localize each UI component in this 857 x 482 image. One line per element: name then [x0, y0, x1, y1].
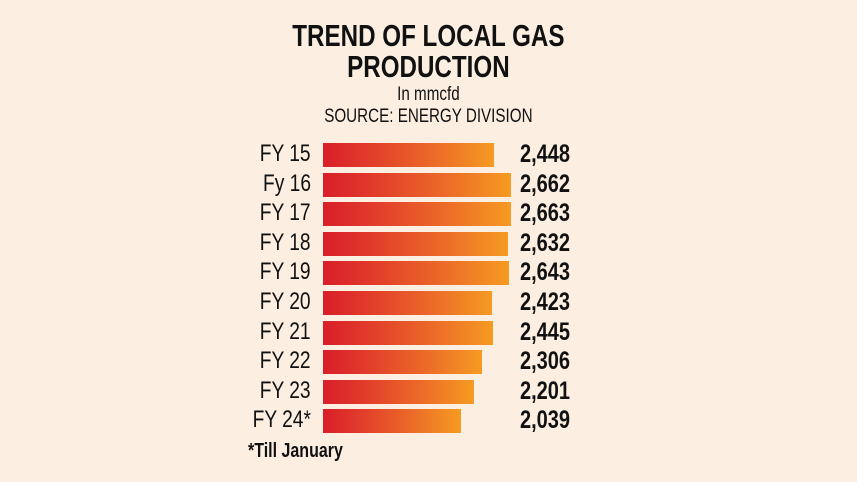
category-label: FY 23: [260, 376, 311, 404]
bar-row: FY 19 2,643: [0, 258, 857, 287]
category-label: Fy 16: [262, 169, 311, 197]
bar-row: FY 21 2,445: [0, 317, 857, 346]
source-label: SOURCE: ENERGY DIVISION: [324, 106, 533, 127]
bar: [323, 409, 462, 434]
bar: [323, 291, 492, 315]
unit-label: In mmcfd: [397, 84, 460, 105]
value-label: 2,201: [520, 376, 571, 405]
bar: [323, 202, 511, 227]
category-label: FY 15: [260, 140, 311, 167]
category-label: FY 22: [260, 347, 311, 375]
category-label: FY 17: [260, 199, 311, 227]
value-label: 2,643: [520, 258, 571, 287]
value-label: 2,632: [520, 228, 571, 257]
value-label: 2,423: [520, 288, 571, 316]
value-label: 2,039: [520, 406, 571, 435]
bar: [323, 261, 510, 286]
bar-row: FY 15 2,448: [0, 141, 857, 167]
bar-row: FY 17 2,663: [0, 199, 857, 228]
bar: [323, 143, 494, 167]
bar-row: Fy 16 2,662: [0, 169, 857, 198]
value-label: 2,663: [520, 199, 571, 228]
bar-row: FY 24* 2,039: [0, 406, 857, 435]
bar: [323, 350, 483, 375]
category-label: FY 21: [260, 317, 311, 345]
value-label: 2,448: [520, 140, 571, 168]
footnote: *Till January: [248, 440, 343, 462]
bar: [323, 379, 474, 404]
category-label: FY 24*: [252, 406, 311, 434]
bar: [323, 320, 494, 345]
value-label: 2,662: [520, 169, 571, 198]
bar-row: FY 20 2,423: [0, 289, 857, 315]
chart-title-line-1: TREND OF LOCAL GAS: [292, 18, 565, 53]
bar: [323, 231, 509, 256]
bar-row: FY 22 2,306: [0, 347, 857, 376]
category-label: FY 18: [260, 228, 311, 256]
bar: [323, 172, 511, 197]
bar-row: FY 18 2,632: [0, 228, 857, 257]
category-label: FY 20: [260, 288, 311, 315]
value-label: 2,445: [520, 317, 571, 346]
category-label: FY 19: [260, 258, 311, 286]
value-label: 2,306: [520, 347, 571, 376]
chart-title-line-2: PRODUCTION: [347, 49, 510, 84]
bar-row: FY 23 2,201: [0, 376, 857, 405]
